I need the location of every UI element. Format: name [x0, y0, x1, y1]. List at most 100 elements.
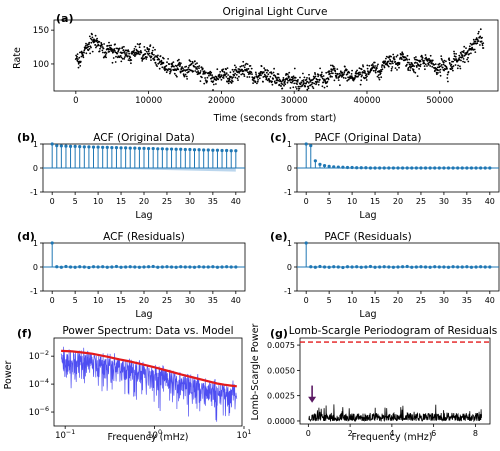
data-point	[88, 35, 91, 38]
data-point	[348, 78, 350, 81]
stem-marker	[225, 265, 229, 269]
x-tick-label: 35	[208, 296, 218, 305]
data-point	[194, 63, 197, 65]
data-point	[323, 86, 326, 89]
data-point	[347, 76, 349, 79]
data-point	[251, 73, 253, 75]
data-point	[201, 67, 204, 70]
x-tick-label: 8	[473, 429, 478, 438]
data-point	[97, 44, 100, 47]
stem-marker	[206, 148, 210, 152]
data-point	[93, 41, 96, 43]
stem-marker	[142, 265, 146, 269]
data-point	[204, 79, 207, 81]
data-point	[398, 62, 401, 64]
data-point	[270, 72, 273, 75]
data-point	[477, 30, 480, 33]
x-tick-label: 5	[327, 197, 332, 206]
data-point	[136, 43, 139, 45]
data-point	[321, 71, 323, 74]
data-point	[374, 65, 376, 67]
data-point	[166, 61, 168, 64]
stem-marker	[64, 264, 68, 269]
data-point	[470, 52, 472, 55]
data-point	[146, 56, 148, 59]
data-point	[122, 51, 124, 54]
data-point	[455, 58, 458, 60]
data-point	[390, 67, 393, 70]
data-point	[301, 79, 304, 82]
data-point	[241, 68, 244, 71]
data-point	[377, 74, 380, 76]
x-tick-label: 0	[304, 197, 309, 206]
plot-frame	[299, 337, 491, 425]
panel-label: (g)	[270, 327, 288, 340]
data-point	[420, 54, 423, 57]
data-point	[98, 41, 101, 43]
data-point	[297, 89, 300, 91]
data-point	[408, 61, 410, 64]
data-point	[248, 76, 251, 78]
data-point	[306, 88, 309, 91]
data-point	[426, 60, 429, 62]
panel-lomb-scargle: (g) Lomb-Scargle Periodogram of Residual…	[250, 324, 497, 443]
data-point	[143, 57, 146, 60]
stem-marker	[110, 146, 114, 150]
x-tick-label: 10	[347, 296, 357, 305]
data-point	[206, 80, 209, 82]
data-point	[198, 65, 201, 67]
data-point	[455, 53, 457, 55]
data-point	[383, 65, 386, 67]
data-point	[473, 48, 476, 51]
data-point	[254, 71, 257, 74]
stem-marker	[368, 264, 373, 269]
data-point	[382, 60, 385, 63]
x-axis-label: Lag	[135, 309, 152, 320]
data-point	[116, 52, 119, 55]
stem-marker	[229, 149, 233, 153]
stem-marker	[55, 265, 59, 269]
stem-marker	[322, 164, 327, 168]
acf-original-plot: 0 5 10 15 20 25 30 35 40 -1 0 1	[30, 140, 246, 206]
data-point	[442, 61, 445, 64]
data-point	[88, 41, 91, 44]
data-point	[94, 34, 97, 37]
data-point	[390, 62, 392, 65]
data-point	[318, 78, 321, 81]
tick-exponent: −6	[40, 405, 49, 413]
data-point	[435, 71, 438, 74]
stem-marker	[387, 166, 391, 170]
stem-marker	[114, 146, 119, 150]
stem-marker	[59, 144, 63, 148]
data-point	[133, 49, 136, 52]
clipped-layer	[74, 28, 485, 91]
data-point	[343, 73, 345, 75]
stem-marker	[50, 241, 54, 245]
data-point	[461, 56, 464, 58]
data-point	[243, 73, 246, 76]
data-point	[320, 73, 323, 76]
data-point	[118, 47, 121, 50]
stem-marker	[179, 147, 183, 151]
stem-marker	[82, 145, 86, 149]
stem-marker	[313, 159, 317, 163]
chart-title: PACF (Residuals)	[324, 231, 411, 243]
data-point	[140, 51, 143, 54]
data-point	[427, 63, 430, 66]
x-tick-label: 30	[439, 296, 449, 305]
data-point	[337, 79, 340, 81]
y-tick-label: 0.0075	[267, 341, 295, 350]
stem-marker	[359, 265, 363, 269]
data-point	[277, 73, 280, 75]
data-point	[249, 65, 252, 67]
data-point	[230, 75, 232, 78]
panel-label: (f)	[17, 327, 32, 340]
data-point	[431, 59, 434, 62]
stem-marker	[327, 164, 331, 168]
data-point	[82, 56, 85, 59]
x-tick-label: 6	[431, 429, 436, 438]
data-point	[480, 40, 483, 43]
data-point	[365, 79, 368, 81]
data-point	[110, 44, 112, 47]
data-point	[410, 66, 412, 69]
